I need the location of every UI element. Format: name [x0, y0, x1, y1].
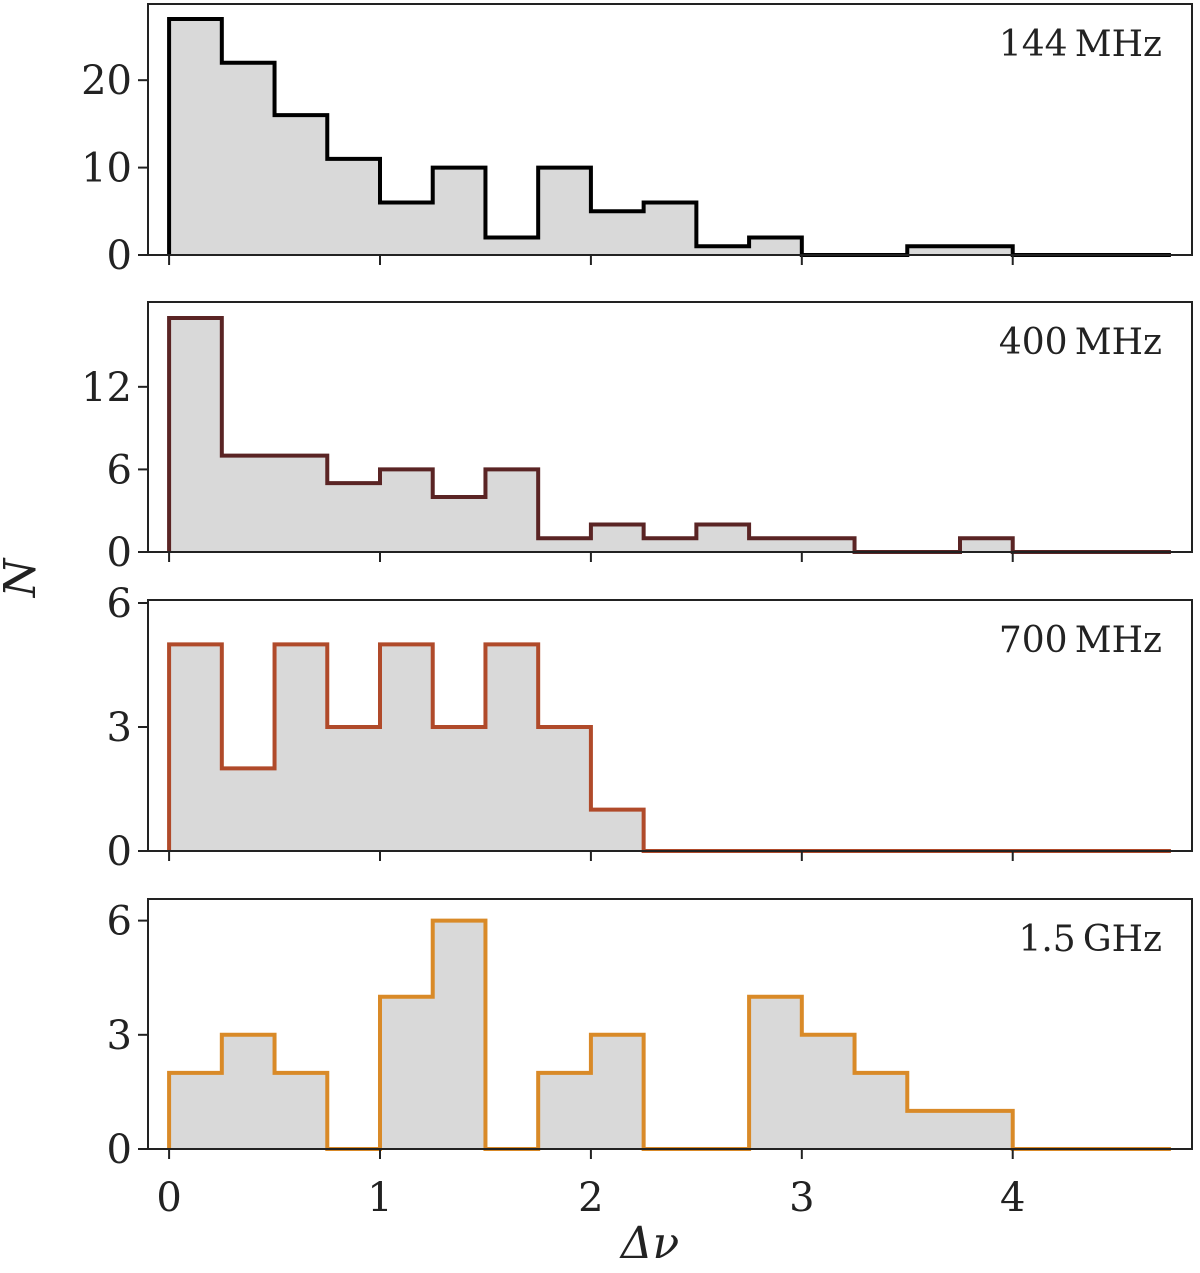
- panel-label: 400 MHz: [999, 322, 1162, 363]
- panel-4: 0 3 6 1.5 GHz: [107, 898, 1193, 1173]
- y-tick-label: 10: [81, 146, 132, 192]
- y-tick-label: 0: [107, 530, 132, 576]
- histogram-outline: [167, 316, 1171, 554]
- histogram-fill: [169, 644, 1171, 851]
- panel-2: 0 6 12 400 MHz: [81, 301, 1193, 576]
- y-tick-label: 6: [107, 447, 132, 493]
- histogram-fill: [169, 19, 1171, 255]
- panel-3: 0 3 6 700 MHz: [107, 581, 1193, 875]
- y-tick-label: 0: [107, 1127, 132, 1173]
- histogram-outline: [167, 17, 1171, 257]
- panel-label: 1.5 GHz: [1018, 919, 1162, 960]
- x-tick-label: 0: [156, 1175, 181, 1221]
- x-tick-label: 4: [1000, 1175, 1025, 1221]
- y-tick-label: 0: [107, 829, 132, 875]
- y-tick-label: 6: [107, 581, 132, 627]
- histogram-fill: [169, 920, 1171, 1149]
- y-tick-label: 3: [107, 1013, 132, 1059]
- y-tick-label: 0: [107, 233, 132, 279]
- panel-label: 700 MHz: [999, 620, 1162, 661]
- x-axis-title: Δν: [619, 1218, 680, 1269]
- x-tick-label: 3: [789, 1175, 814, 1221]
- panel-label: 144 MHz: [999, 24, 1162, 65]
- panel-frame: [147, 898, 1193, 1150]
- panel-frame: [147, 3, 1193, 256]
- y-tick-label: 12: [81, 365, 132, 411]
- y-axis-title: N: [0, 557, 46, 598]
- panel-1: 0 10 20 144 MHz: [81, 3, 1193, 279]
- y-tick-label: 20: [81, 58, 132, 104]
- histogram-outline: [167, 918, 1171, 1151]
- x-tick-label: 1: [367, 1175, 392, 1221]
- histogram-fill: [169, 318, 1171, 552]
- y-tick-label: 6: [107, 899, 132, 945]
- panel-frame: [147, 301, 1193, 553]
- panel-frame: [147, 599, 1193, 852]
- x-tick-label: 2: [578, 1175, 603, 1221]
- y-tick-label: 3: [107, 705, 132, 751]
